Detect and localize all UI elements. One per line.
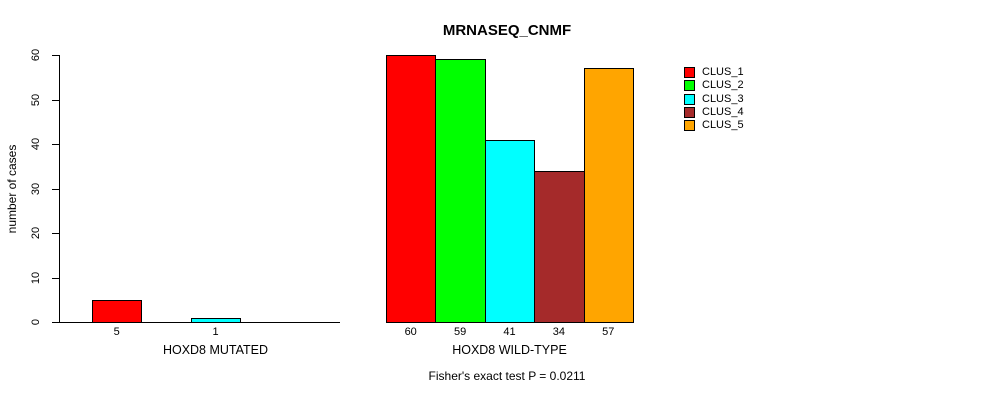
x-axis-group-label-wildtype: HOXD8 WILD-TYPE [452,343,567,357]
legend-swatch-clus_4 [684,106,695,118]
legend-swatch-clus_5 [684,120,695,132]
bar-value-label: 34 [552,326,566,338]
y-axis-tick-label: 60 [30,48,42,62]
bar-value-label: 41 [503,326,516,338]
bar-value-label: 57 [602,326,615,338]
y-axis-tick-label: 10 [30,271,42,284]
y-axis-tick-label: 30 [30,182,42,195]
bar-value-label: 60 [404,326,417,338]
y-axis-label: number of cases [5,144,19,234]
y-axis-tick [52,233,59,234]
chart-title: MRNASEQ_CNMF [442,22,572,39]
legend-label: CLUS_3 [702,92,744,105]
y-axis-tick [52,322,59,323]
y-axis-tick-label: 50 [30,93,42,106]
bar-clus_2 [435,59,486,323]
bar-clus_5 [583,68,634,323]
chart-subtitle: Fisher's exact test P = 0.0211 [428,369,586,383]
y-axis-tick [52,144,59,145]
bar-value-label: 5 [113,326,120,338]
legend-swatch-clus_2 [684,80,695,92]
bar-clus_3 [190,317,242,323]
bar-clus_1 [386,55,437,323]
y-axis-tick [52,55,59,56]
y-axis-tick-label: 20 [30,226,42,240]
bar-clus_3 [484,139,536,323]
y-axis-tick-label: 0 [30,318,42,326]
x-axis-group-label-mutated: HOXD8 MUTATED [162,343,269,357]
bar-value-label: 1 [212,326,219,338]
y-axis-tick [52,99,59,101]
y-axis-tick-label: 40 [30,137,42,151]
y-axis-line [59,55,60,323]
y-axis-tick [52,188,59,190]
legend-swatch-clus_3 [684,93,695,105]
bar-clus_1 [92,299,143,323]
legend-label: CLUS_2 [702,79,744,92]
legend-label: CLUS_5 [702,119,744,132]
legend-label: CLUS_1 [702,66,744,78]
legend-swatch-clus_1 [684,67,695,78]
y-axis-tick [52,277,59,279]
bar-clus_4 [534,170,585,323]
bar-value-label: 59 [453,326,467,338]
legend-label: CLUS_4 [702,105,744,118]
